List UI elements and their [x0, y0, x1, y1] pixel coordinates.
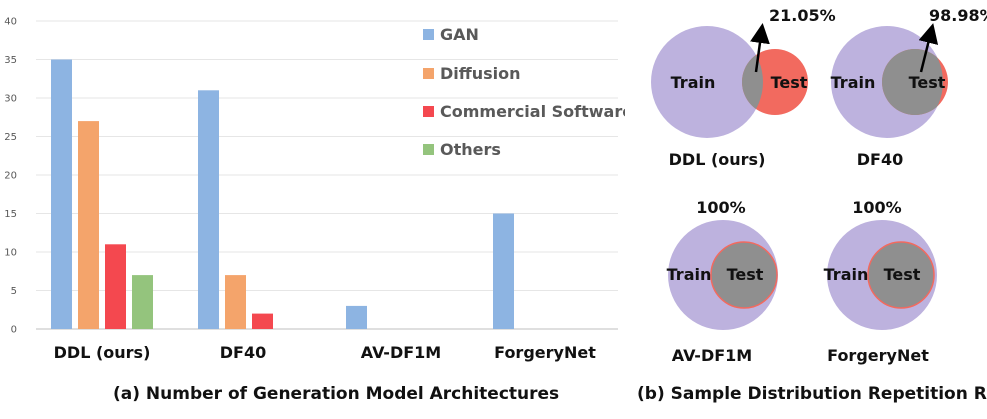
y-tick-label: 20: [4, 171, 17, 182]
repetition-rate: 21.05%: [769, 6, 836, 25]
venn-ddl: Train Test 21.05% DDL (ours): [651, 6, 836, 169]
venn-df40: Train Test 98.98% DF40: [831, 6, 987, 169]
train-label: Train: [667, 265, 712, 284]
test-label: Test: [909, 73, 946, 92]
bar-gan: [198, 90, 219, 329]
dataset-name: ForgeryNet: [827, 346, 929, 365]
repetition-rate: 100%: [852, 198, 901, 217]
repetition-rate: 98.98%: [929, 6, 987, 25]
dataset-name: DF40: [857, 150, 903, 169]
bar-chart: 0 5 10 15 20 25 30 35 40 DDL (ours) DF40 AV-DF1M Fo…: [4, 17, 625, 363]
test-label: Test: [771, 73, 808, 92]
bar-diffusion: [225, 275, 246, 329]
legend-swatch: [423, 144, 434, 155]
legend-swatch: [423, 106, 434, 117]
test-label: Test: [727, 265, 764, 284]
y-tick-label: 10: [4, 248, 17, 259]
y-tick-label: 25: [4, 132, 17, 143]
venn-group: Train Test 21.05% DDL (ours) Train Test 98.98%…: [651, 6, 987, 365]
train-label: Train: [831, 73, 876, 92]
y-tick-label: 5: [11, 286, 17, 297]
y-axis-ticks: 0 5 10 15 20 25 30 35 40: [4, 17, 17, 336]
bar-group: [51, 59, 514, 329]
x-category-label: DDL (ours): [54, 343, 151, 362]
legend-label: Diffusion: [440, 64, 521, 83]
bar-commercial-software: [252, 313, 273, 329]
legend-swatch: [423, 29, 434, 40]
y-tick-label: 0: [11, 325, 17, 336]
legend-label: Commercial Software: [440, 102, 625, 121]
repetition-rate: 100%: [696, 198, 745, 217]
venn-diagrams: Train Test 21.05% DDL (ours) Train Test 98.98%…: [651, 6, 987, 365]
pointer-arrow: [918, 23, 939, 73]
train-circle: [651, 26, 763, 138]
bar-gan: [51, 59, 72, 329]
venn-forgerynet: 100% Train Test ForgeryNet: [824, 198, 937, 365]
x-category-label: AV-DF1M: [361, 343, 441, 362]
test-circle: [710, 241, 778, 309]
dataset-name: DDL (ours): [669, 150, 766, 169]
legend-label: Others: [440, 140, 501, 159]
pointer-arrow: [750, 23, 770, 73]
bar-gan: [493, 213, 514, 329]
bar-others: [132, 275, 153, 329]
x-category-label: DF40: [220, 343, 266, 362]
test-circle: [867, 241, 935, 309]
overlap-region: [882, 49, 943, 115]
train-label: Train: [671, 73, 716, 92]
bar-gan: [346, 305, 367, 329]
bar-diffusion: [78, 121, 99, 329]
y-tick-label: 35: [4, 55, 17, 66]
y-tick-label: 15: [4, 209, 17, 220]
legend-label: GAN: [440, 25, 479, 44]
x-axis-categories: DDL (ours) DF40 AV-DF1M ForgeryNet: [54, 343, 597, 362]
bar-commercial-software: [105, 244, 126, 329]
test-label: Test: [884, 265, 921, 284]
venn-av-df1m: 100% Train Test AV-DF1M: [667, 198, 778, 365]
chart-a-caption: (a) Number of Generation Model Architect…: [113, 384, 560, 404]
x-category-label: ForgeryNet: [494, 343, 596, 362]
y-tick-label: 40: [4, 17, 17, 28]
train-label: Train: [824, 265, 869, 284]
chart-b-caption: (b) Sample Distribution Repetition Rate: [637, 384, 987, 404]
dataset-name: AV-DF1M: [672, 346, 752, 365]
legend-swatch: [423, 68, 434, 79]
y-tick-label: 30: [4, 94, 17, 105]
chart-legend: GAN Diffusion Commercial Software Others: [423, 25, 625, 159]
overlap-region: [742, 49, 763, 115]
